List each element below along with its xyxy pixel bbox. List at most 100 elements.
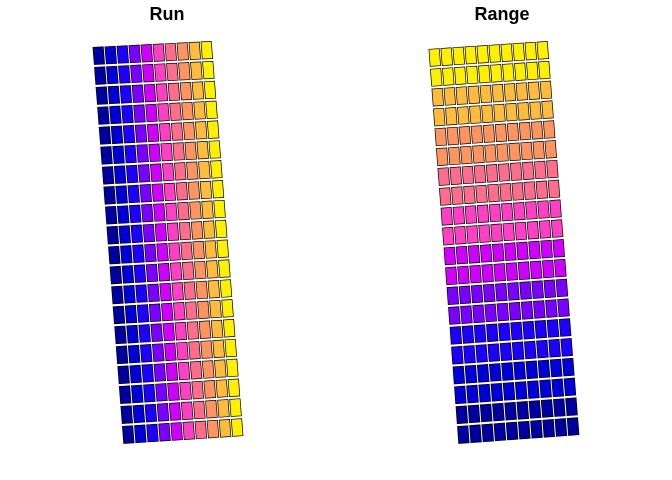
heatmap-cell (525, 360, 539, 380)
heatmap-cell (524, 41, 537, 61)
panel-run (92, 41, 244, 444)
heatmap-cell (186, 161, 199, 180)
heatmap-cell (210, 160, 223, 179)
heatmap-cell (558, 318, 572, 337)
heatmap-cell (533, 300, 546, 319)
heatmap-cell (437, 167, 450, 186)
heatmap-cell (161, 302, 174, 322)
heatmap-cell (555, 278, 569, 298)
heatmap-cell (204, 240, 217, 259)
heatmap-cell (101, 166, 115, 185)
heatmap-cell (530, 419, 543, 439)
heatmap-cell (188, 41, 201, 60)
heatmap-cell (123, 285, 136, 304)
heatmap-cell (94, 66, 107, 85)
heatmap-cell (135, 284, 148, 303)
heatmap-cell (163, 182, 177, 202)
heatmap-cell (177, 361, 191, 381)
heatmap-cell (152, 43, 165, 62)
heatmap-cell (557, 298, 570, 317)
heatmap-cell (170, 422, 183, 441)
heatmap-cell (158, 422, 171, 442)
heatmap-cell (189, 201, 202, 220)
heatmap-cell (117, 205, 130, 224)
heatmap-cell (513, 202, 526, 221)
heatmap-cell (504, 242, 517, 261)
heatmap-cell (178, 62, 191, 81)
heatmap-cell (168, 402, 182, 421)
heatmap-cell (485, 164, 499, 183)
heatmap-cell (455, 86, 468, 105)
heatmap-cell (107, 85, 121, 105)
heatmap-cell (132, 244, 145, 263)
heatmap-cell (549, 199, 562, 218)
heatmap-cell (502, 382, 516, 401)
heatmap-cell (143, 83, 157, 103)
heatmap-cell (545, 299, 558, 318)
heatmap-cell (467, 404, 481, 424)
heatmap-cell (229, 398, 242, 417)
heatmap-cell (560, 338, 573, 357)
heatmap-cell (224, 338, 237, 358)
heatmap-cell (212, 339, 225, 359)
heatmap-cell (146, 123, 160, 143)
heatmap-cell (120, 405, 133, 424)
heatmap-cell (117, 365, 130, 385)
heatmap-cell (122, 124, 136, 144)
heatmap-cell (213, 199, 226, 219)
heatmap-cell (454, 226, 467, 245)
heatmap-cell (124, 144, 137, 164)
heatmap-cell (466, 225, 479, 244)
heatmap-cell (504, 401, 517, 421)
heatmap-cell (458, 285, 472, 305)
heatmap-cell (196, 140, 209, 160)
heatmap-cell (449, 166, 463, 186)
heatmap-cell (514, 62, 527, 81)
heatmap-cell (166, 222, 180, 241)
heatmap-cell (184, 141, 197, 160)
heatmap-cell (192, 240, 205, 260)
heatmap-cell (534, 320, 548, 339)
heatmap-cell (155, 383, 168, 402)
heatmap-cell (116, 45, 129, 64)
heatmap-cell (100, 146, 113, 165)
heatmap-cell (461, 325, 475, 344)
heatmap-cell (131, 384, 144, 404)
heatmap-cell (563, 377, 577, 397)
heatmap-cell (446, 126, 460, 146)
heatmap-cell (113, 165, 127, 184)
heatmap-cell (457, 425, 470, 444)
heatmap-cell (513, 361, 526, 380)
heatmap-cell (433, 107, 446, 127)
heatmap-cell (126, 324, 139, 344)
heatmap-cell (554, 418, 568, 437)
heatmap-cell (144, 243, 157, 263)
heatmap-cell (140, 344, 153, 363)
panel-title-range: Range (474, 4, 529, 24)
heatmap-cell (98, 126, 112, 145)
heatmap-cell (553, 398, 566, 417)
heatmap-cell (443, 87, 456, 106)
heatmap-cell (478, 64, 491, 84)
heatmap-cell (552, 239, 565, 258)
heatmap-cell (138, 324, 151, 343)
heatmap-cell (511, 341, 525, 361)
heatmap-cell (478, 383, 491, 403)
heatmap-cell (530, 121, 544, 140)
heatmap-cell (173, 302, 186, 321)
heatmap-cell (449, 326, 463, 345)
heatmap-cell (150, 323, 163, 342)
heatmap-cell (501, 362, 514, 381)
heatmap-cell (469, 105, 482, 124)
heatmap-cell (488, 203, 502, 223)
heatmap-cell (538, 220, 552, 239)
heatmap-cell (541, 100, 554, 119)
heatmap-cell (139, 184, 152, 203)
heatmap-cell (541, 259, 555, 279)
heatmap-cell (482, 283, 496, 303)
heatmap-cell (130, 224, 144, 244)
heatmap-cell (185, 301, 198, 320)
heatmap-cell (218, 259, 231, 278)
heatmap-cell (172, 142, 185, 161)
